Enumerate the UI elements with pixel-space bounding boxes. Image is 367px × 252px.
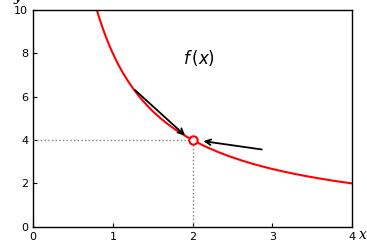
- Text: x: x: [359, 229, 367, 242]
- Text: $\mathit{f}\,(x)$: $\mathit{f}\,(x)$: [183, 48, 215, 68]
- Text: y: y: [13, 0, 21, 4]
